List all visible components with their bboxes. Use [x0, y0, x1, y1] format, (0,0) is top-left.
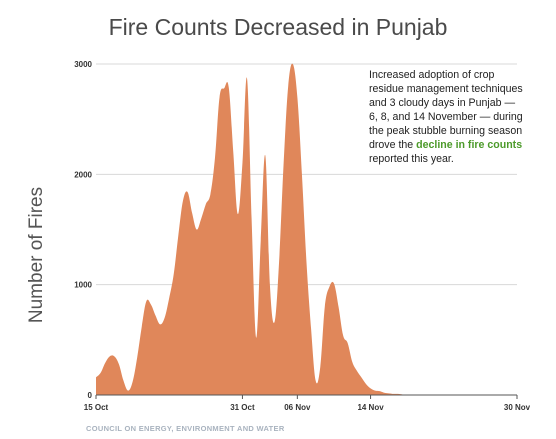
x-tick-label: 06 Nov: [284, 403, 311, 412]
annotation-text: Increased adoption of crop residue manag…: [369, 68, 524, 166]
x-tick-labels: 15 Oct 31 Oct 06 Nov 14 Nov 30 Nov: [84, 395, 531, 412]
y-tick-2000: 2000: [74, 170, 92, 179]
y-tick-1000: 1000: [74, 281, 92, 290]
y-tick-0: 0: [88, 391, 93, 400]
annotation-highlight: decline in fire counts: [416, 139, 523, 151]
x-tick-label: 15 Oct: [84, 403, 109, 412]
chart-title: Fire Counts Decreased in Punjab: [108, 14, 448, 40]
x-tick-label: 14 Nov: [357, 403, 384, 412]
source-credit: COUNCIL ON ENERGY, ENVIRONMENT AND WATER: [86, 424, 285, 433]
x-tick-label: 31 Oct: [230, 403, 255, 412]
annotation-text-before: Increased adoption of crop residue manag…: [369, 69, 523, 151]
y-tick-3000: 3000: [74, 60, 92, 69]
annotation-text-after: reported this year.: [369, 153, 454, 165]
fire-count-area: [96, 63, 517, 396]
x-tick-label: 30 Nov: [504, 403, 531, 412]
y-tick-labels: 0 1000 2000 3000: [74, 60, 92, 400]
